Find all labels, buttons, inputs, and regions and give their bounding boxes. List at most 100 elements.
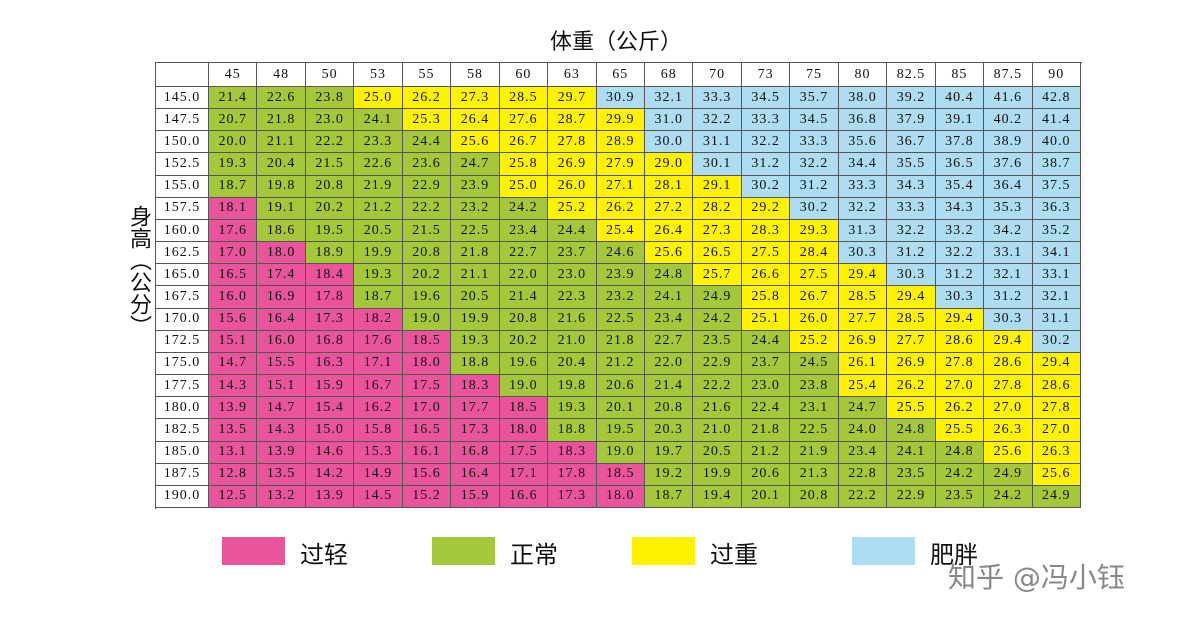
bmi-cell: 21.5 (305, 153, 355, 176)
row-header: 147.5 (156, 109, 209, 132)
bmi-cell: 37.6 (984, 153, 1033, 176)
bmi-cell: 16.5 (402, 419, 452, 442)
bmi-cell: 18.4 (305, 264, 355, 287)
bmi-cell: 24.2 (499, 197, 549, 220)
column-header: 48 (257, 63, 306, 87)
watermark: 知乎 @冯小钰 (948, 561, 1125, 594)
bmi-cell: 25.8 (741, 286, 791, 309)
row-header: 172.5 (156, 330, 209, 353)
bmi-cell: 25.5 (935, 419, 985, 442)
bmi-cell: 28.5 (887, 308, 936, 331)
bmi-cell: 23.0 (548, 264, 597, 287)
row-header: 170.0 (156, 308, 209, 331)
bmi-cell: 29.7 (548, 87, 597, 110)
bmi-cell: 35.7 (790, 87, 839, 110)
bmi-cell: 20.1 (596, 397, 645, 420)
bmi-cell: 27.8 (984, 375, 1033, 398)
bmi-cell: 18.6 (257, 219, 306, 243)
bmi-cell: 29.4 (1032, 352, 1081, 376)
bmi-cell: 35.5 (887, 153, 936, 176)
row-header: 152.5 (156, 153, 209, 176)
column-header: 65 (596, 63, 645, 87)
bmi-cell: 30.2 (790, 197, 839, 220)
bmi-cell: 30.3 (838, 242, 888, 265)
bmi-cell: 21.5 (402, 219, 452, 243)
bmi-cell: 16.1 (402, 441, 452, 464)
bmi-cell: 27.8 (1032, 397, 1081, 420)
bmi-cell: 26.7 (499, 131, 549, 154)
bmi-cell: 30.0 (645, 131, 694, 154)
bmi-cell: 27.3 (693, 219, 742, 243)
bmi-cell: 16.8 (305, 330, 355, 353)
bmi-cell: 19.2 (645, 463, 694, 486)
bmi-cell: 26.2 (935, 397, 985, 420)
bmi-cell: 28.9 (596, 131, 645, 154)
bmi-cell: 16.0 (209, 286, 258, 309)
bmi-cell: 25.4 (838, 375, 888, 398)
bmi-cell: 30.2 (1032, 330, 1081, 353)
bmi-cell: 40.2 (984, 109, 1033, 132)
bmi-cell: 20.5 (451, 286, 500, 309)
bmi-cell: 23.4 (838, 441, 888, 464)
bmi-cell: 25.0 (499, 175, 549, 198)
bmi-cell: 26.4 (645, 219, 694, 243)
bmi-cell: 18.5 (402, 330, 452, 353)
bmi-cell: 31.3 (838, 219, 888, 243)
bmi-cell: 33.3 (693, 87, 742, 110)
bmi-cell: 25.2 (548, 197, 597, 220)
bmi-cell: 22.2 (838, 485, 888, 508)
bmi-cell: 27.9 (596, 153, 645, 176)
bmi-table: 45 48 50 53 55 58 60 63 65 68 70 73 75 80 82.5 85 87.5 90… (155, 62, 1082, 509)
bmi-cell: 14.3 (257, 419, 306, 442)
bmi-cell: 29.4 (984, 330, 1033, 353)
bmi-cell: 20.2 (305, 197, 355, 220)
row-header: 187.5 (156, 463, 209, 486)
bmi-cell: 21.8 (596, 330, 645, 353)
bmi-cell: 19.3 (354, 264, 403, 287)
bmi-cell: 41.6 (984, 87, 1033, 110)
bmi-cell: 18.2 (354, 308, 403, 331)
bmi-cell: 18.3 (451, 375, 500, 398)
bmi-cell: 29.4 (935, 308, 985, 331)
bmi-cell: 28.5 (838, 286, 888, 309)
bmi-cell: 21.0 (693, 419, 742, 442)
bmi-cell: 27.8 (935, 352, 985, 376)
bmi-cell: 24.4 (741, 330, 791, 353)
bmi-cell: 33.1 (984, 242, 1033, 265)
bmi-cell: 14.7 (257, 397, 306, 420)
bmi-cell: 24.4 (548, 219, 597, 243)
bmi-cell: 27.0 (935, 375, 985, 398)
bmi-cell: 21.1 (257, 131, 306, 154)
bmi-cell: 20.8 (402, 242, 452, 265)
bmi-cell: 42.8 (1032, 87, 1081, 110)
bmi-cell: 38.7 (1032, 153, 1081, 176)
bmi-cell: 22.7 (499, 242, 549, 265)
bmi-cell: 34.5 (790, 109, 839, 132)
bmi-cell: 22.7 (645, 330, 694, 353)
bmi-cell: 15.2 (402, 485, 452, 508)
bmi-cell: 19.7 (645, 441, 694, 464)
bmi-cell: 17.5 (499, 441, 549, 464)
row-header: 177.5 (156, 375, 209, 398)
bmi-cell: 24.1 (887, 441, 936, 464)
bmi-cell: 27.6 (499, 109, 549, 132)
bmi-cell: 21.6 (693, 397, 742, 420)
y-title: 身高（公分） (126, 205, 151, 337)
bmi-cell: 26.9 (838, 330, 888, 353)
bmi-cell: 22.5 (596, 308, 645, 331)
bmi-cell: 21.4 (499, 286, 549, 309)
row-header: 165.0 (156, 264, 209, 287)
bmi-cell: 20.5 (354, 219, 403, 243)
bmi-cell: 21.9 (790, 441, 839, 464)
column-header: 80 (838, 63, 888, 87)
row-header: 145.0 (156, 87, 209, 110)
bmi-cell: 19.3 (209, 153, 258, 176)
bmi-cell: 25.3 (402, 109, 452, 132)
bmi-cell: 40.4 (935, 87, 985, 110)
bmi-cell: 33.3 (887, 197, 936, 220)
bmi-cell: 18.9 (305, 242, 355, 265)
bmi-cell: 18.5 (596, 463, 645, 486)
bmi-cell: 24.9 (693, 286, 742, 309)
column-header: 73 (741, 63, 791, 87)
bmi-cell: 21.8 (741, 419, 791, 442)
